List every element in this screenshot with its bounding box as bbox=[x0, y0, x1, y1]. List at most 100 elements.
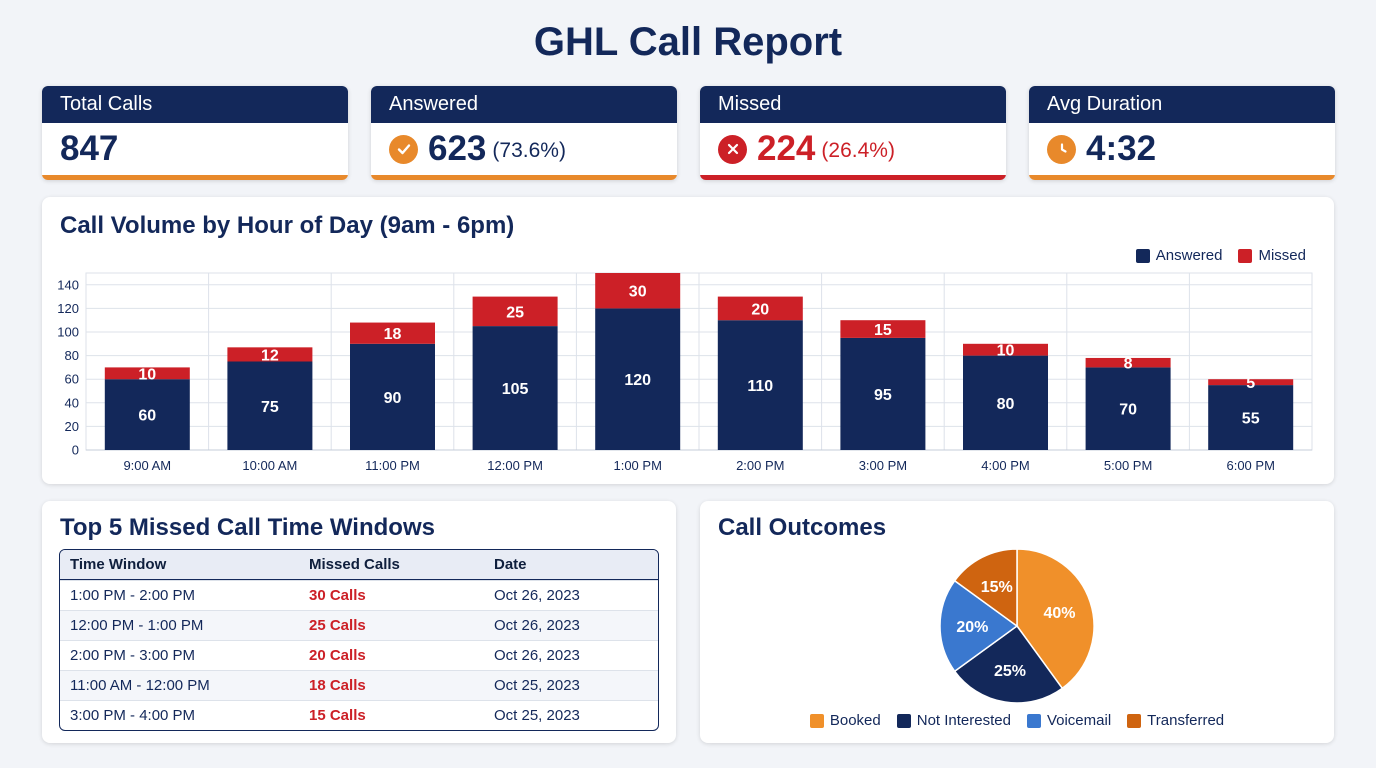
slice-not-interested bbox=[953, 624, 1064, 704]
table-row: 2:00 PM - 3:00 PM 20 Calls Oct 26, 2023 bbox=[60, 640, 658, 670]
slice-label: 40% bbox=[1043, 605, 1075, 622]
answered-card: Answered 623 (73.6%) bbox=[371, 86, 677, 180]
data-label-missed: 18 bbox=[384, 326, 402, 343]
cell-date: Oct 25, 2023 bbox=[484, 700, 658, 730]
y-tick-label: 100 bbox=[57, 325, 79, 340]
legend-label-not-interested: Not Interested bbox=[916, 712, 1011, 729]
x-tick-label: 1:00 PM bbox=[613, 458, 661, 473]
header-time-window: Time Window bbox=[60, 550, 299, 580]
y-tick-label: 80 bbox=[65, 348, 79, 363]
data-label-answered: 110 bbox=[747, 378, 773, 395]
bar-missed bbox=[104, 367, 190, 380]
table-row: 1:00 PM - 2:00 PM 30 Calls Oct 26, 2023 bbox=[60, 580, 658, 610]
answered-value: 623 bbox=[428, 129, 487, 168]
data-label-answered: 95 bbox=[874, 387, 892, 404]
cell-missed-calls: 25 Calls bbox=[299, 610, 484, 640]
x-tick-label: 4:00 PM bbox=[981, 458, 1029, 473]
data-label-answered: 55 bbox=[1242, 411, 1260, 428]
table-row: 12:00 PM - 1:00 PM 25 Calls Oct 26, 2023 bbox=[60, 610, 658, 640]
bar-missed bbox=[963, 343, 1048, 356]
y-tick-label: 0 bbox=[72, 443, 79, 458]
x-tick-label: 3:00 PM bbox=[859, 458, 907, 473]
legend-label-missed: Missed bbox=[1258, 247, 1306, 264]
legend-swatch-answered bbox=[1135, 248, 1150, 263]
legend-swatch-not-interested bbox=[896, 713, 911, 728]
slice-booked bbox=[1016, 548, 1095, 690]
page-title: GHL Call Report bbox=[533, 20, 843, 64]
data-label-missed: 30 bbox=[629, 284, 647, 301]
clock-icon bbox=[1047, 134, 1076, 164]
legend-missed: Missed bbox=[1238, 247, 1306, 264]
card-accent-bar bbox=[371, 175, 677, 180]
card-accent-bar bbox=[700, 175, 1006, 180]
slice-voicemail bbox=[939, 579, 1019, 673]
data-label-missed: 10 bbox=[997, 343, 1015, 360]
legend-swatch-transferred bbox=[1127, 713, 1142, 728]
bar-answered bbox=[1085, 367, 1171, 450]
bar-missed bbox=[227, 347, 313, 362]
x-tick-label: 6:00 PM bbox=[1226, 458, 1274, 473]
slice-transferred bbox=[953, 548, 1018, 628]
call-volume-title: Call Volume by Hour of Day (9am - 6pm) bbox=[60, 212, 515, 239]
cell-date: Oct 25, 2023 bbox=[484, 670, 658, 700]
legend-not-interested: Not Interested bbox=[896, 712, 1011, 729]
table-row: 3:00 PM - 4:00 PM 15 Calls Oct 25, 2023 bbox=[60, 700, 658, 730]
missed-windows-title: Top 5 Missed Call Time Windows bbox=[60, 514, 435, 541]
call-volume-chart: 0 20 40 60 80 100 120 140 60 10 9:00 AM 75 12 10:00 A… bbox=[57, 272, 1313, 473]
cell-missed-calls: 20 Calls bbox=[299, 640, 484, 670]
table-row: 11:00 AM - 12:00 PM 18 Calls Oct 25, 202… bbox=[60, 670, 658, 700]
y-tick-label: 120 bbox=[57, 301, 79, 316]
total-calls-value: 847 bbox=[60, 129, 119, 168]
cell-date: Oct 26, 2023 bbox=[484, 640, 658, 670]
legend-label-voicemail: Voicemail bbox=[1046, 712, 1112, 729]
call-volume-panel: Call Volume by Hour of Day (9am - 6pm) A… bbox=[42, 197, 1334, 484]
header-date: Date bbox=[484, 550, 658, 580]
cell-date: Oct 26, 2023 bbox=[484, 580, 658, 610]
bar-missed bbox=[1085, 357, 1171, 368]
call-outcomes-title: Call Outcomes bbox=[718, 514, 887, 541]
y-tick-label: 140 bbox=[57, 277, 79, 292]
legend-booked: Booked bbox=[809, 712, 881, 729]
legend-answered: Answered bbox=[1135, 247, 1222, 264]
avg-duration-card: Avg Duration 4:32 bbox=[1029, 86, 1335, 180]
y-tick-label: 20 bbox=[65, 419, 79, 434]
y-tick-label: 60 bbox=[65, 372, 79, 387]
cell-time-window: 12:00 PM - 1:00 PM bbox=[60, 610, 299, 640]
bar-answered bbox=[227, 361, 313, 450]
data-label-answered: 75 bbox=[261, 399, 279, 416]
legend-swatch-missed bbox=[1238, 248, 1253, 263]
data-label-missed: 20 bbox=[751, 301, 769, 318]
data-label-answered: 105 bbox=[502, 381, 529, 398]
cell-missed-calls: 15 Calls bbox=[299, 700, 484, 730]
total-calls-label: Total Calls bbox=[42, 86, 348, 123]
legend-swatch-booked bbox=[809, 713, 824, 728]
data-label-missed: 8 bbox=[1124, 356, 1133, 373]
x-tick-label: 2:00 PM bbox=[736, 458, 784, 473]
data-label-answered: 70 bbox=[1119, 402, 1137, 419]
avg-duration-label: Avg Duration bbox=[1029, 86, 1335, 123]
bar-answered bbox=[104, 379, 190, 450]
missed-windows-panel: Top 5 Missed Call Time Windows Time Wind… bbox=[42, 501, 676, 743]
cell-date: Oct 26, 2023 bbox=[484, 610, 658, 640]
data-label-answered: 120 bbox=[624, 372, 651, 389]
x-tick-label: 9:00 AM bbox=[123, 458, 171, 473]
x-tick-label: 10:00 AM bbox=[242, 458, 297, 473]
x-circle-icon bbox=[718, 134, 747, 164]
bar-answered bbox=[963, 355, 1048, 450]
bar-answered bbox=[840, 337, 926, 450]
missed-percent: (26.4%) bbox=[821, 139, 895, 162]
x-tick-label: 5:00 PM bbox=[1104, 458, 1152, 473]
data-label-answered: 90 bbox=[384, 390, 402, 407]
missed-windows-table: Time Window Missed Calls Date 1:00 PM - … bbox=[59, 549, 659, 731]
y-tick-label: 40 bbox=[65, 395, 79, 410]
bar-missed bbox=[717, 296, 803, 321]
cell-time-window: 2:00 PM - 3:00 PM bbox=[60, 640, 299, 670]
bar-missed bbox=[595, 273, 681, 309]
answered-label: Answered bbox=[371, 86, 677, 123]
bar-answered bbox=[472, 326, 558, 450]
missed-value: 224 bbox=[757, 129, 816, 168]
card-accent-bar bbox=[1029, 175, 1335, 180]
cell-time-window: 11:00 AM - 12:00 PM bbox=[60, 670, 299, 700]
slice-label: 20% bbox=[956, 619, 988, 636]
slice-label: 25% bbox=[994, 663, 1026, 680]
